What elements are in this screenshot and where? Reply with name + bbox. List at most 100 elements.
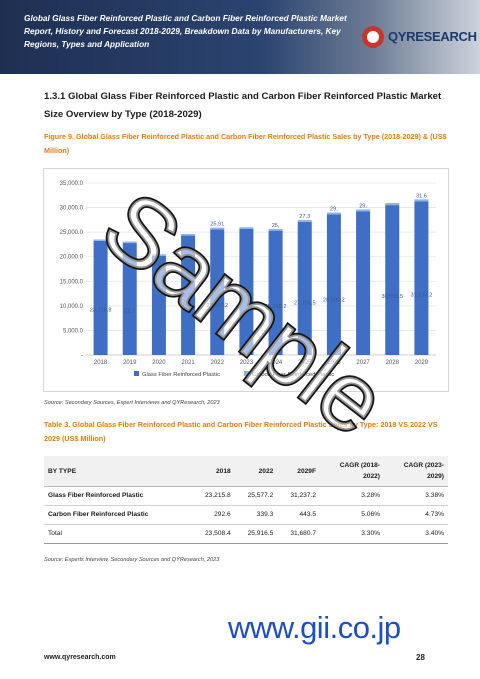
bar-carbon-fiber bbox=[297, 219, 312, 222]
cell-2022: 339.3 bbox=[234, 505, 278, 525]
y-tick-label: 10,000.0 bbox=[60, 304, 84, 310]
qyresearch-logo: QYRESEARCH bbox=[362, 26, 477, 50]
x-tick-label: 2027 bbox=[356, 360, 370, 366]
header-cagr-2018-2022: CAGR (2018-2022) bbox=[320, 456, 384, 487]
x-tick-label: 2018 bbox=[94, 360, 108, 366]
total-cagr-1: 3.30% bbox=[320, 524, 384, 544]
report-header: Global Glass Fiber Reinforced Plastic an… bbox=[0, 0, 480, 74]
table-total-row: Total 23,508.4 25,916.5 31,680.7 3.30% 3… bbox=[44, 524, 448, 544]
sales-by-type-table: BY TYPE 2018 2022 2029F CAGR (2018-2022)… bbox=[44, 456, 448, 544]
bar-carbon-fiber bbox=[122, 241, 137, 244]
url-watermark: www.gii.co.jp bbox=[228, 610, 401, 645]
bar-data-label: 30,556.5 bbox=[381, 294, 403, 300]
y-tick-label: 5,000.0 bbox=[63, 328, 84, 334]
stacked-bar-chart: - 5,000.0 10,000.0 15,000.0 20,000.0 25,000.0… bbox=[60, 181, 436, 378]
bar-total-label: 25, bbox=[272, 223, 280, 229]
total-2022: 25,916.5 bbox=[234, 524, 278, 544]
total-2029f: 31,680.7 bbox=[277, 524, 320, 544]
figure-source: Source: Secondary Sources, Expert Interv… bbox=[44, 400, 220, 406]
y-tick-label: 35,000.0 bbox=[60, 181, 84, 187]
bar-glass-fiber bbox=[93, 240, 108, 355]
x-tick-label: 2023 bbox=[240, 360, 254, 366]
row-label: Glass Fiber Reinforced Plastic bbox=[44, 486, 192, 506]
x-tick-label: 2029 bbox=[415, 360, 429, 366]
bar-glass-fiber bbox=[385, 205, 400, 355]
bar-total-label: 29, bbox=[359, 203, 367, 209]
sample-watermark-text: Sample bbox=[83, 172, 405, 456]
table-row: Carbon Fiber Reinforced Plastic 292.6 33… bbox=[44, 505, 448, 525]
bar-glass-fiber bbox=[297, 221, 312, 355]
cell-cagr-1: 5.06% bbox=[320, 505, 384, 525]
bar-carbon-fiber bbox=[181, 234, 196, 236]
chart-frame: - 5,000.0 10,000.0 15,000.0 20,000.0 25,000.0… bbox=[43, 168, 449, 392]
bar-data-label: 31,237.2 bbox=[411, 293, 433, 299]
cell-cagr-2: 3.38% bbox=[384, 486, 448, 506]
bar-glass-fiber bbox=[414, 201, 429, 355]
logo-text: QYRESEARCH bbox=[388, 29, 477, 44]
bar-glass-fiber bbox=[326, 214, 341, 355]
x-tick-label: 2026 bbox=[327, 360, 341, 366]
table-source: Source: Experts Interview, Secondary Sou… bbox=[44, 557, 220, 563]
bar-carbon-fiber bbox=[210, 227, 225, 230]
bar-data-label: 27,155.5 bbox=[294, 300, 316, 306]
total-label: Total bbox=[44, 524, 192, 544]
table-header-row: BY TYPE 2018 2022 2029F CAGR (2018-2022)… bbox=[44, 456, 448, 487]
x-tick-label: 2028 bbox=[386, 360, 400, 366]
logo-mark-icon bbox=[362, 26, 384, 48]
cell-2029f: 31,237.2 bbox=[277, 486, 320, 506]
legend-label-glass: Glass Fiber Reinforced Plastic bbox=[142, 372, 220, 378]
table-row: Glass Fiber Reinforced Plastic 23,215.8 … bbox=[44, 486, 448, 506]
bar-glass-fiber bbox=[210, 229, 225, 355]
row-label: Carbon Fiber Reinforced Plastic bbox=[44, 505, 192, 525]
header-cagr-2023-2029: CAGR (2023-2029) bbox=[384, 456, 448, 487]
bar-total-label: 27,3 bbox=[299, 214, 310, 220]
sample-watermark: Sample bbox=[82, 172, 408, 458]
bar-glass-fiber bbox=[151, 255, 166, 355]
bar-carbon-fiber bbox=[268, 228, 283, 231]
bar-carbon-fiber bbox=[93, 239, 108, 241]
legend-swatch-carbon bbox=[244, 371, 249, 376]
header-2022: 2022 bbox=[234, 456, 278, 487]
bar-glass-fiber bbox=[268, 230, 283, 355]
y-tick-label: 30,000.0 bbox=[60, 206, 84, 212]
table-caption: Table 3. Global Glass Fiber Reinforced P… bbox=[44, 420, 438, 443]
header-by-type: BY TYPE bbox=[44, 456, 192, 487]
cell-2018: 292.6 bbox=[192, 505, 235, 525]
y-tick-label: 25,000.0 bbox=[60, 230, 84, 236]
report-title: Global Glass Fiber Reinforced Plastic an… bbox=[24, 13, 347, 49]
bar-total-label: 29, bbox=[330, 206, 338, 212]
cell-2029f: 443.5 bbox=[277, 505, 320, 525]
bar-glass-fiber bbox=[122, 243, 137, 355]
header-2018: 2018 bbox=[192, 456, 235, 487]
bar-carbon-fiber bbox=[326, 212, 341, 215]
x-tick-label: 2022 bbox=[211, 360, 225, 366]
bar-carbon-fiber bbox=[239, 227, 254, 229]
y-tick-label: 20,000.0 bbox=[60, 255, 84, 261]
total-cagr-2: 3.40% bbox=[384, 524, 448, 544]
bar-data-label: 28,600.2 bbox=[323, 298, 345, 304]
x-tick-label: 2024 bbox=[269, 360, 283, 366]
figure-caption: Figure 9. Global Glass Fiber Reinforced … bbox=[44, 132, 447, 155]
x-tick-label: 2020 bbox=[152, 360, 166, 366]
bar-glass-fiber bbox=[356, 211, 371, 355]
cell-cagr-1: 3.28% bbox=[320, 486, 384, 506]
bar-total-label: 25,91 bbox=[210, 222, 224, 228]
legend-swatch-glass bbox=[134, 371, 139, 376]
bar-carbon-fiber bbox=[356, 209, 371, 212]
cell-cagr-2: 4.73% bbox=[384, 505, 448, 525]
y-tick-label: - bbox=[81, 353, 83, 359]
page-number: 28 bbox=[416, 653, 425, 662]
section-title: 1.3.1 Global Glass Fiber Reinforced Plas… bbox=[44, 91, 442, 120]
bar-data-label: 23,215.8 bbox=[90, 308, 112, 314]
bar-data-label: 22,7 bbox=[124, 308, 135, 314]
cell-2022: 25,577.2 bbox=[234, 486, 278, 506]
legend-label-carbon: Carbon Fiber Reinforced Plastic bbox=[252, 372, 334, 378]
bar-data-label: 25,577.2 bbox=[206, 303, 228, 309]
footer-url: www.qyresearch.com bbox=[44, 654, 116, 661]
bar-carbon-fiber bbox=[151, 254, 166, 256]
header-2029f: 2029F bbox=[277, 456, 320, 487]
bar-carbon-fiber bbox=[385, 203, 400, 206]
y-tick-label: 15,000.0 bbox=[60, 279, 84, 285]
x-tick-label: 2021 bbox=[181, 360, 195, 366]
cell-2018: 23,215.8 bbox=[192, 486, 235, 506]
